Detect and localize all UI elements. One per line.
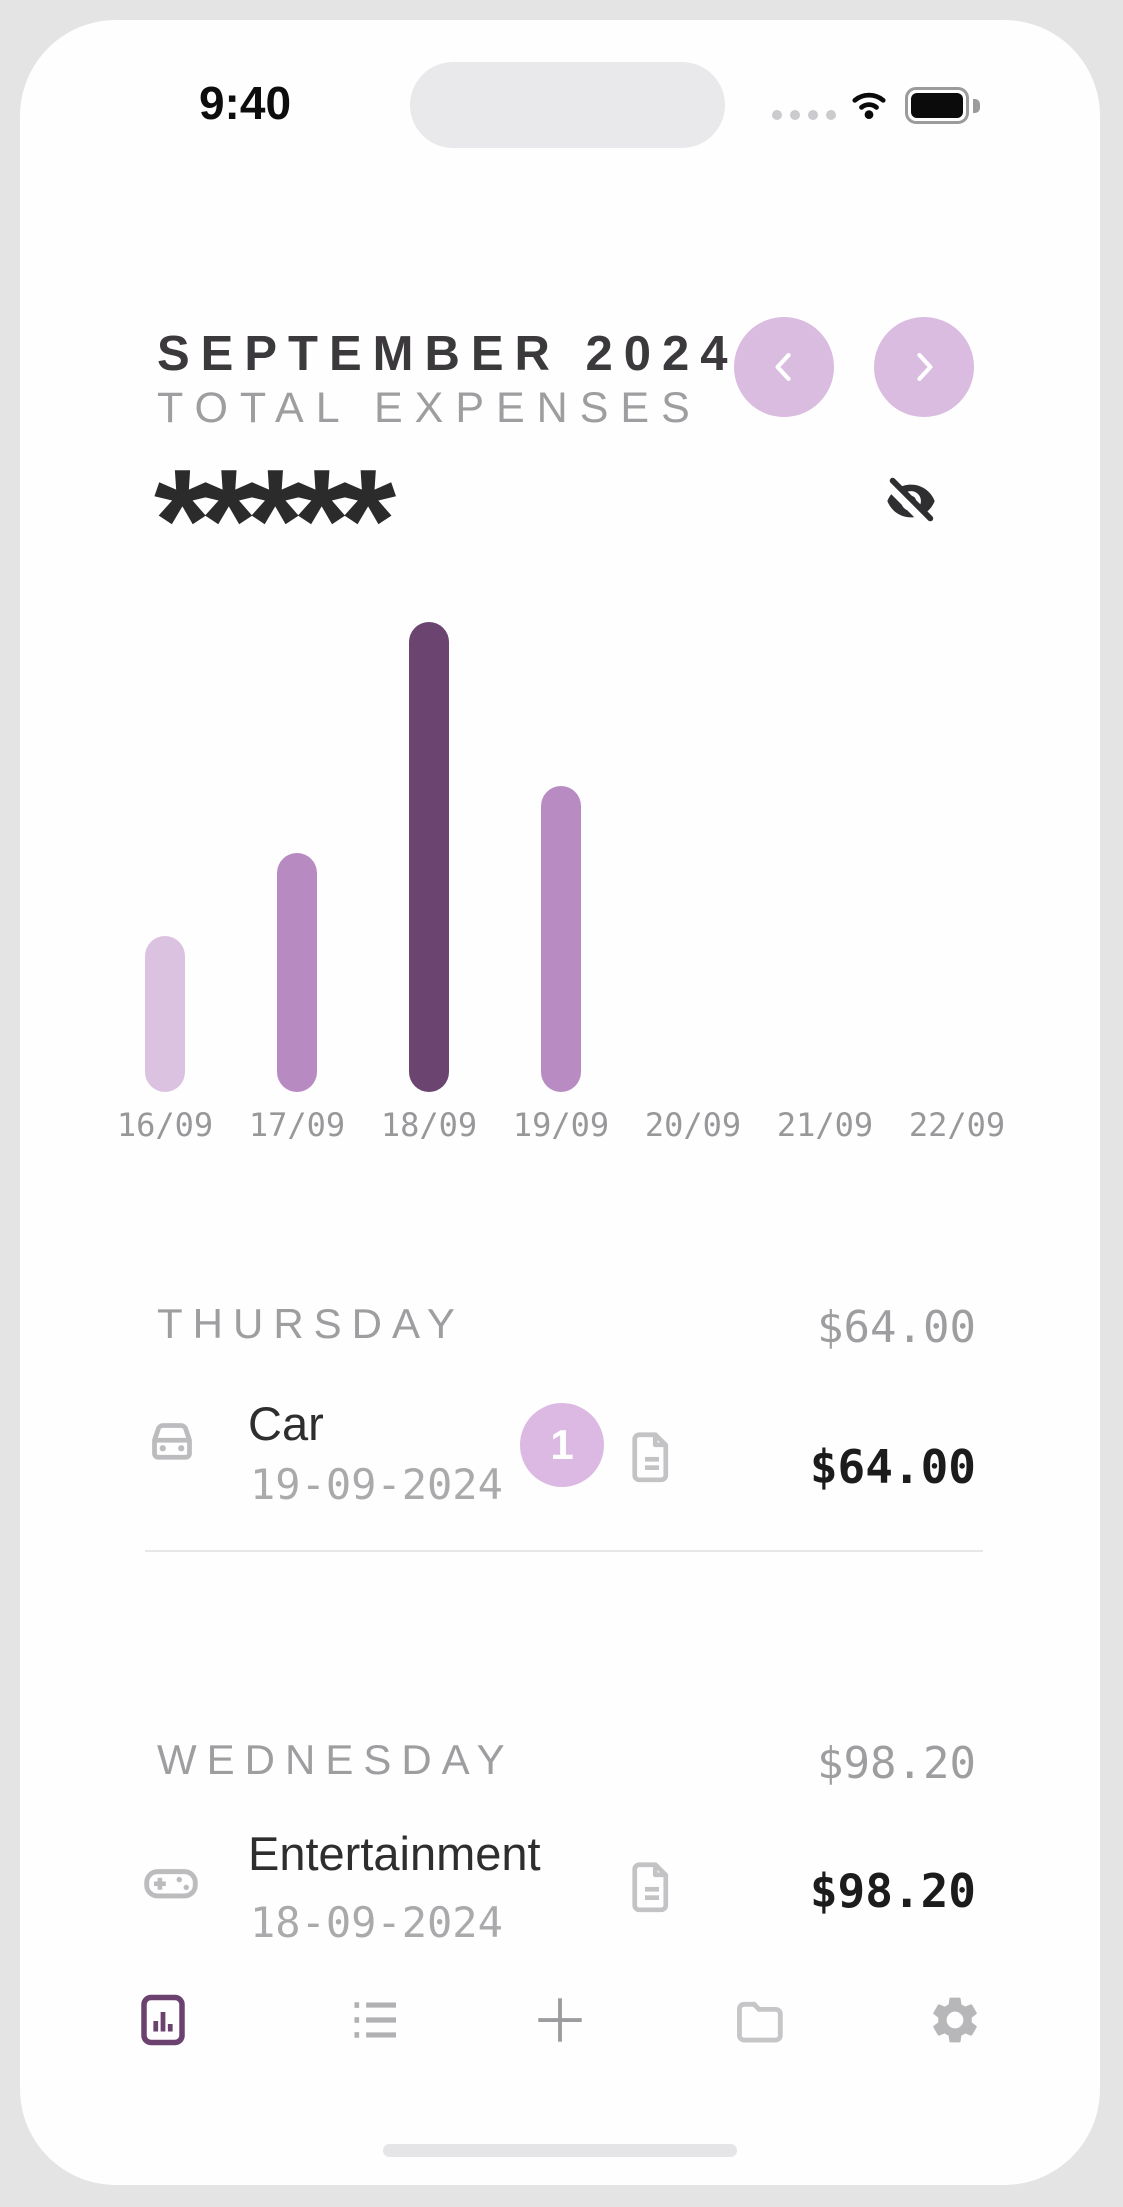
entry-date: 18-09-2024 bbox=[250, 1898, 503, 1947]
bar-chart-tab-icon bbox=[141, 1994, 185, 2046]
dynamic-island bbox=[410, 62, 725, 148]
day-header-label: WEDNESDAY bbox=[157, 1736, 515, 1783]
tab-folders[interactable] bbox=[722, 1982, 798, 2058]
eye-off-icon[interactable] bbox=[882, 472, 940, 530]
entry-category: Car bbox=[248, 1397, 324, 1450]
tab-transactions[interactable] bbox=[337, 1982, 413, 2058]
entry-amount: $98.20 bbox=[809, 1864, 976, 1918]
chart-bar[interactable] bbox=[145, 936, 185, 1092]
chart-x-label: 18/09 bbox=[380, 1106, 478, 1144]
gamepad-icon bbox=[144, 1869, 198, 1899]
phone-screen: 9:40 SEPTEMBER 2024 TOTAL EXPENSES *****… bbox=[20, 20, 1100, 2185]
receipt-icon bbox=[632, 1862, 669, 1913]
entry-count-badge: 1 bbox=[520, 1403, 604, 1487]
chart-x-label: 19/09 bbox=[512, 1106, 610, 1144]
chart-x-label: 20/09 bbox=[644, 1106, 742, 1144]
entry-category: Entertainment bbox=[248, 1827, 541, 1880]
tab-settings[interactable] bbox=[917, 1982, 993, 2058]
car-icon bbox=[152, 1423, 192, 1460]
day-header-label: THURSDAY bbox=[157, 1300, 465, 1347]
chart-x-label: 17/09 bbox=[248, 1106, 346, 1144]
entry-amount: $64.00 bbox=[809, 1440, 976, 1494]
tab-add-expense[interactable] bbox=[522, 1982, 598, 2058]
gear-icon bbox=[933, 1997, 977, 2043]
list-icon bbox=[354, 2002, 396, 2038]
expenses-bar-chart bbox=[20, 600, 1100, 1092]
next-month-button[interactable] bbox=[874, 317, 974, 417]
page-subtitle: TOTAL EXPENSES bbox=[157, 384, 702, 432]
chevron-left-icon bbox=[775, 352, 791, 382]
chart-bar[interactable] bbox=[541, 786, 581, 1092]
day-total: $64.00 bbox=[817, 1302, 976, 1353]
page-title-month: SEPTEMBER 2024 bbox=[157, 327, 739, 381]
tab-statistics[interactable] bbox=[125, 1982, 201, 2058]
chart-bar[interactable] bbox=[277, 853, 317, 1092]
battery-tip bbox=[973, 99, 980, 113]
hidden-total-amount: ***** bbox=[154, 439, 396, 601]
folder-icon bbox=[737, 2001, 783, 2043]
plus-icon bbox=[538, 1998, 582, 2042]
chart-x-label: 21/09 bbox=[776, 1106, 874, 1144]
battery-icon bbox=[905, 87, 969, 124]
chart-x-label: 22/09 bbox=[908, 1106, 1006, 1144]
chevron-right-icon bbox=[917, 352, 933, 382]
prev-month-button[interactable] bbox=[734, 317, 834, 417]
entry-date: 19-09-2024 bbox=[250, 1460, 503, 1509]
status-time: 9:40 bbox=[198, 77, 292, 129]
cellular-dots-icon bbox=[772, 110, 836, 120]
home-indicator[interactable] bbox=[383, 2144, 737, 2157]
wifi-icon bbox=[852, 92, 886, 120]
list-divider bbox=[145, 1550, 983, 1552]
chart-x-labels: 16/09 17/09 18/09 19/09 20/09 21/09 22/09 bbox=[20, 1106, 1100, 1152]
chart-x-label: 16/09 bbox=[116, 1106, 214, 1144]
chart-bar[interactable] bbox=[409, 622, 449, 1092]
receipt-icon bbox=[632, 1432, 669, 1483]
day-total: $98.20 bbox=[817, 1738, 976, 1789]
